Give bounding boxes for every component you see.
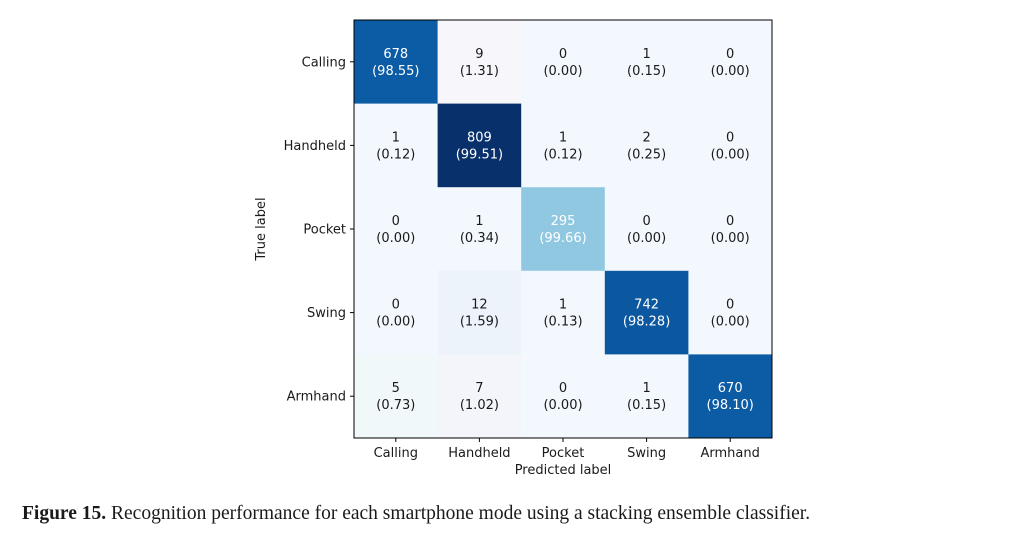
cell-count-label: 670 xyxy=(718,381,743,396)
y-tick-label: Pocket xyxy=(303,223,346,238)
cell-percent-label: (1.59) xyxy=(460,315,499,330)
cell-count-label: 0 xyxy=(642,214,650,229)
heatmap-cell xyxy=(354,20,439,105)
cell-percent-label: (0.15) xyxy=(627,64,666,79)
cell-count-label: 0 xyxy=(726,298,734,313)
cell-count-label: 0 xyxy=(726,130,734,145)
cell-count-label: 2 xyxy=(642,130,650,145)
cell-count-label: 0 xyxy=(559,47,567,62)
cell-percent-label: (0.00) xyxy=(376,315,415,330)
heatmap-cell xyxy=(437,354,522,439)
cell-percent-label: (99.66) xyxy=(539,231,586,246)
y-tick-label: Armhand xyxy=(287,390,346,405)
figure-number: Figure 15. xyxy=(22,503,107,524)
cell-count-label: 0 xyxy=(392,298,400,313)
cell-percent-label: (0.00) xyxy=(711,64,750,79)
cell-count-label: 12 xyxy=(471,298,488,313)
cell-count-label: 295 xyxy=(551,214,576,229)
heatmap-cell xyxy=(354,103,439,188)
cell-percent-label: (0.00) xyxy=(543,64,582,79)
y-tick-label: Calling xyxy=(302,55,346,70)
heatmap-cell xyxy=(604,187,689,272)
cell-count-label: 1 xyxy=(642,47,650,62)
cell-count-label: 5 xyxy=(392,381,400,396)
cell-percent-label: (0.12) xyxy=(376,147,415,162)
cell-percent-label: (0.34) xyxy=(460,231,499,246)
heatmap-cell xyxy=(437,270,522,355)
heatmap-cell xyxy=(521,20,606,105)
x-tick-label: Armhand xyxy=(701,446,760,461)
cell-count-label: 9 xyxy=(475,47,483,62)
y-tick-label: Handheld xyxy=(284,139,346,154)
heatmap-cell xyxy=(688,103,773,188)
heatmap-cell xyxy=(688,270,773,355)
heatmap-cell xyxy=(521,103,606,188)
heatmap-cell xyxy=(688,187,773,272)
cell-count-label: 1 xyxy=(642,381,650,396)
y-tick-label: Swing xyxy=(307,306,346,321)
cell-count-label: 1 xyxy=(559,130,567,145)
heatmap-cell xyxy=(437,187,522,272)
cell-count-label: 0 xyxy=(392,214,400,229)
cell-percent-label: (0.12) xyxy=(543,147,582,162)
cell-count-label: 1 xyxy=(559,298,567,313)
heatmap-cell xyxy=(354,270,439,355)
caption-text: Recognition performance for each smartph… xyxy=(111,503,811,524)
heatmap-cell xyxy=(354,354,439,439)
heatmap-cell xyxy=(521,187,606,272)
cell-percent-label: (98.28) xyxy=(623,315,670,330)
x-axis-label: Predicted label xyxy=(515,463,612,478)
heatmap-cell xyxy=(604,354,689,439)
x-tick-label: Pocket xyxy=(542,446,585,461)
x-tick-label: Handheld xyxy=(448,446,510,461)
axis-ticks: Calling Handheld Pocket Swing Armhand Calling… xyxy=(284,55,760,461)
heatmap-cell xyxy=(604,270,689,355)
cell-count-label: 0 xyxy=(726,47,734,62)
cell-percent-label: (0.00) xyxy=(627,231,666,246)
cell-count-label: 742 xyxy=(634,298,659,313)
cell-percent-label: (98.55) xyxy=(372,64,419,79)
cell-percent-label: (99.51) xyxy=(456,147,503,162)
cell-percent-label: (0.73) xyxy=(376,398,415,413)
heatmap-cell xyxy=(604,20,689,105)
cell-count-label: 1 xyxy=(392,130,400,145)
cell-percent-label: (0.00) xyxy=(543,398,582,413)
heatmap-cell xyxy=(354,187,439,272)
cell-percent-label: (0.00) xyxy=(711,315,750,330)
cell-percent-label: (0.00) xyxy=(711,231,750,246)
y-axis-label: True label xyxy=(254,197,269,261)
cell-count-label: 1 xyxy=(475,214,483,229)
heatmap-cell xyxy=(521,270,606,355)
cell-percent-label: (0.15) xyxy=(627,398,666,413)
cell-count-label: 0 xyxy=(726,214,734,229)
heatmap-cell xyxy=(688,20,773,105)
cell-percent-label: (0.13) xyxy=(543,315,582,330)
heatmap-cell xyxy=(437,103,522,188)
cell-percent-label: (1.02) xyxy=(460,398,499,413)
heatmap-cell xyxy=(437,20,522,105)
figure-caption: Figure 15. Recognition performance for e… xyxy=(22,503,1012,525)
heatmap-cell xyxy=(688,354,773,439)
cell-count-label: 678 xyxy=(383,47,408,62)
cell-count-label: 7 xyxy=(475,381,483,396)
x-tick-label: Swing xyxy=(627,446,666,461)
cell-percent-label: (0.00) xyxy=(376,231,415,246)
cell-percent-label: (0.00) xyxy=(711,147,750,162)
cell-percent-label: (1.31) xyxy=(460,64,499,79)
heatmap-cell xyxy=(604,103,689,188)
x-tick-label: Calling xyxy=(374,446,418,461)
cell-percent-label: (0.25) xyxy=(627,147,666,162)
cell-count-label: 0 xyxy=(559,381,567,396)
heatmap-cell xyxy=(521,354,606,439)
heatmap-cells: 678 (98.55) 9 (1.31) 0 (0.00) 1 (0.15) 0 (0.00) 1 (… xyxy=(354,20,773,439)
cell-count-label: 809 xyxy=(467,130,492,145)
cell-percent-label: (98.10) xyxy=(707,398,754,413)
